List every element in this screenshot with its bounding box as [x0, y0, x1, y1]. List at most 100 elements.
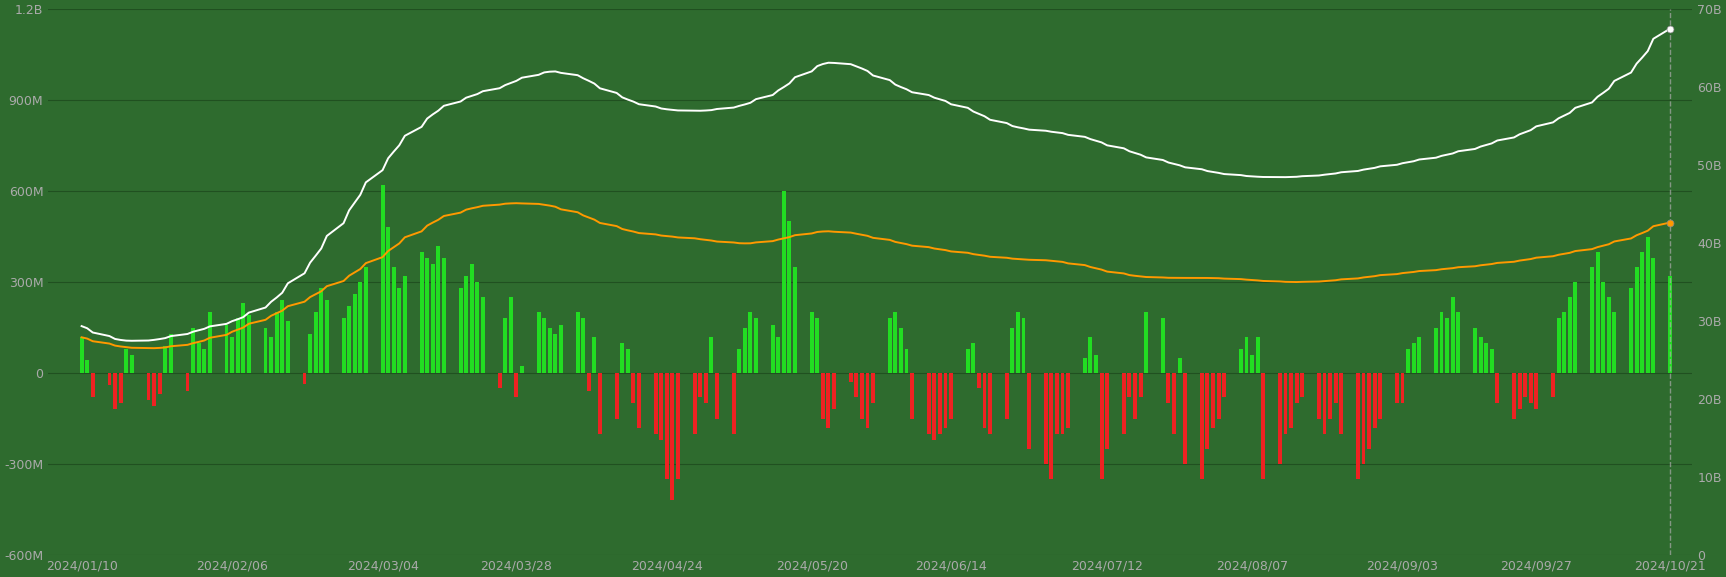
Bar	[302, 373, 307, 384]
Bar	[192, 328, 195, 373]
Bar	[659, 373, 663, 440]
Bar	[592, 336, 595, 373]
Bar	[207, 312, 212, 373]
Bar	[269, 336, 273, 373]
Bar	[742, 328, 747, 373]
Bar	[1300, 373, 1305, 398]
Bar	[1407, 349, 1410, 373]
Bar	[937, 373, 942, 434]
Bar	[777, 336, 780, 373]
Bar	[392, 267, 395, 373]
Bar	[185, 373, 190, 391]
Bar	[910, 373, 915, 418]
Bar	[85, 360, 90, 373]
Bar	[1640, 252, 1645, 373]
Bar	[772, 324, 775, 373]
Bar	[1289, 373, 1293, 428]
Bar	[364, 267, 368, 373]
Bar	[114, 373, 117, 410]
Bar	[1372, 373, 1377, 428]
Bar	[1212, 373, 1215, 428]
Bar	[1457, 312, 1460, 373]
Bar	[582, 319, 585, 373]
Bar	[632, 373, 635, 403]
Bar	[1250, 355, 1255, 373]
Bar	[157, 373, 162, 394]
Bar	[1334, 373, 1338, 403]
Bar	[520, 366, 525, 373]
Bar	[1144, 312, 1148, 373]
Bar	[832, 373, 835, 410]
Bar	[537, 312, 540, 373]
Bar	[1595, 252, 1600, 373]
Bar	[1082, 358, 1087, 373]
Bar	[1067, 373, 1070, 428]
Bar	[459, 288, 463, 373]
Bar	[1517, 373, 1522, 410]
Bar	[129, 355, 133, 373]
Bar	[1205, 373, 1210, 449]
Bar	[347, 306, 350, 373]
Bar	[1434, 328, 1438, 373]
Bar	[1602, 282, 1605, 373]
Bar	[1217, 373, 1220, 418]
Bar	[1277, 373, 1282, 464]
Bar	[1055, 373, 1060, 434]
Bar	[287, 321, 290, 373]
Bar	[504, 319, 507, 373]
Bar	[944, 373, 948, 428]
Bar	[1089, 336, 1093, 373]
Bar	[782, 191, 785, 373]
Bar	[1184, 373, 1187, 464]
Bar	[1317, 373, 1320, 418]
Bar	[324, 300, 328, 373]
Bar	[1027, 373, 1030, 449]
Bar	[1284, 373, 1288, 434]
Bar	[387, 227, 390, 373]
Bar	[1049, 373, 1053, 479]
Bar	[860, 373, 863, 418]
Bar	[1017, 312, 1020, 373]
Bar	[1132, 373, 1137, 418]
Bar	[597, 373, 602, 434]
Bar	[381, 185, 385, 373]
Bar	[1412, 343, 1415, 373]
Bar	[230, 336, 235, 373]
Bar	[1400, 373, 1405, 403]
Bar	[1262, 373, 1265, 479]
Bar	[1094, 355, 1098, 373]
Bar	[1479, 336, 1483, 373]
Bar	[1439, 312, 1443, 373]
Bar	[982, 373, 987, 428]
Bar	[147, 373, 150, 400]
Bar	[242, 304, 245, 373]
Bar	[1167, 373, 1170, 403]
Bar	[1244, 336, 1248, 373]
Bar	[792, 267, 797, 373]
Bar	[469, 264, 473, 373]
Bar	[677, 373, 680, 479]
Bar	[627, 349, 630, 373]
Bar	[79, 336, 83, 373]
Bar	[732, 373, 735, 434]
Bar	[1484, 343, 1488, 373]
Bar	[224, 324, 228, 373]
Bar	[475, 282, 480, 373]
Bar	[91, 373, 95, 398]
Bar	[202, 349, 205, 373]
Bar	[1490, 349, 1493, 373]
Bar	[1534, 373, 1538, 410]
Bar	[587, 373, 590, 391]
Bar	[1127, 373, 1131, 398]
Bar	[1239, 349, 1243, 373]
Bar	[397, 288, 400, 373]
Bar	[949, 373, 953, 418]
Bar	[899, 328, 903, 373]
Bar	[1327, 373, 1332, 418]
Bar	[1162, 319, 1165, 373]
Bar	[822, 373, 825, 418]
Bar	[1022, 319, 1025, 373]
Bar	[1322, 373, 1327, 434]
Bar	[754, 319, 758, 373]
Bar	[932, 373, 935, 440]
